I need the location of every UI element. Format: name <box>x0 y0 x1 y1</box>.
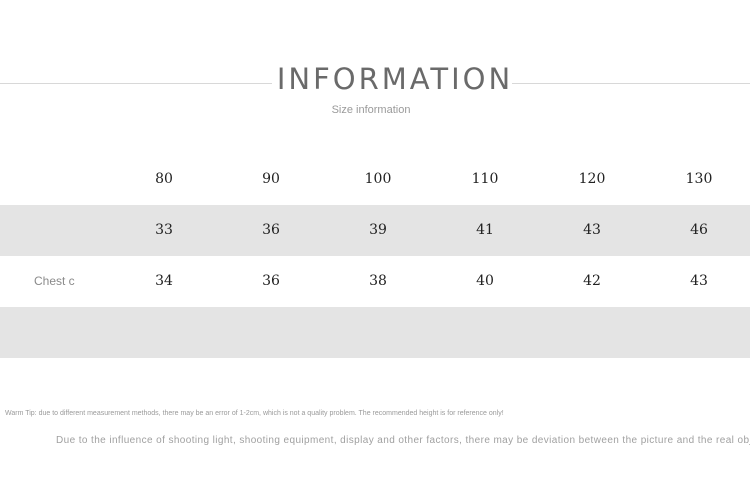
cell: 46 <box>690 222 708 238</box>
table-row: Chest c 34 36 38 40 42 43 <box>0 256 750 307</box>
cell: 36 <box>262 222 280 238</box>
empty-row <box>0 307 750 358</box>
cell: 110 <box>471 171 499 187</box>
cell: 43 <box>690 273 708 289</box>
cell: 41 <box>476 222 494 238</box>
disclaimer: Due to the influence of shooting light, … <box>56 435 750 446</box>
table-row: 80 90 100 110 120 130 <box>0 154 750 205</box>
cell: 120 <box>578 171 606 187</box>
cell: 130 <box>685 171 713 187</box>
title-rule-right <box>512 83 750 84</box>
cell: 100 <box>364 171 392 187</box>
cell: 36 <box>262 273 280 289</box>
cell: 42 <box>583 273 601 289</box>
cell: 90 <box>262 171 280 187</box>
cell: 38 <box>369 273 387 289</box>
title: INFORMATION <box>276 62 514 96</box>
table-row: 33 36 39 41 43 46 <box>0 205 750 256</box>
cell: 43 <box>583 222 601 238</box>
cell: 33 <box>155 222 173 238</box>
subtitle: Size information <box>331 104 411 116</box>
row-label: Chest c <box>34 274 75 288</box>
cell: 39 <box>369 222 387 238</box>
warm-tip: Warm Tip: due to different measurement m… <box>5 410 504 417</box>
title-rule-left <box>0 83 272 84</box>
cell: 80 <box>155 171 173 187</box>
cell: 34 <box>155 273 173 289</box>
cell: 40 <box>476 273 494 289</box>
